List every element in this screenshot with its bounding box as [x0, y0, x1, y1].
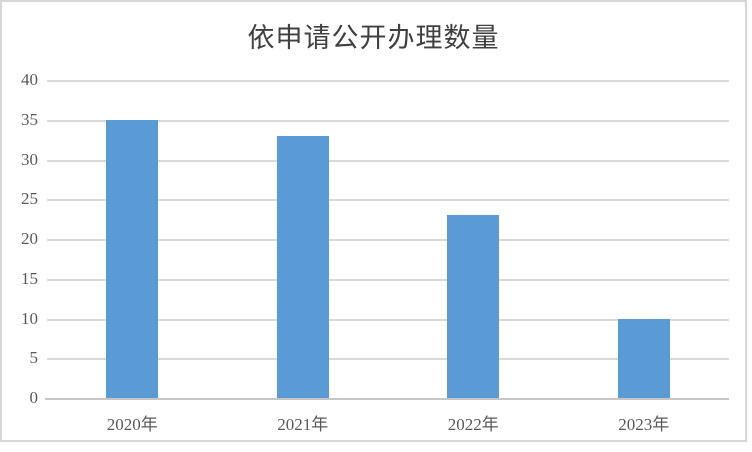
plot-area: 0 5 10 15 20 25 30 35 40 2020年 2021年 2022年 2023年 [21, 70, 729, 434]
bar-2022年 [447, 215, 500, 398]
chart-title: 依申请公开办理数量 [247, 23, 500, 53]
y-axis-tick-label: 35 [21, 109, 38, 129]
gridline-y35 [47, 119, 729, 122]
x-axis-tick-label: 2022年 [447, 415, 499, 434]
y-axis-tick-label: 30 [21, 149, 38, 169]
gridline-y10 [47, 318, 729, 321]
x-axis-tick-label: 2021年 [277, 415, 329, 434]
bar-2021年 [276, 135, 329, 398]
x-axis-tick-label: 2020年 [106, 415, 158, 434]
y-axis-tick-label: 5 [29, 348, 39, 368]
y-axis-tick-label: 40 [21, 70, 38, 89]
y-axis-tick-label: 10 [21, 308, 38, 328]
gridline-y5 [47, 358, 729, 361]
gridline-y15 [47, 278, 729, 281]
x-axis-tick-label: 2023年 [618, 415, 670, 434]
bar-2023年 [617, 318, 670, 398]
x-axis-line [45, 398, 729, 400]
y-axis-tick-label: 25 [21, 189, 38, 209]
y-axis-tick-label: 15 [21, 268, 38, 288]
gridline-y40 [47, 80, 729, 82]
gridline-y25 [47, 199, 729, 202]
gridline-y30 [47, 159, 729, 162]
gridline-y20 [47, 239, 729, 241]
y-axis-tick-label: 20 [21, 229, 38, 248]
bar-2020年 [106, 119, 159, 398]
y-axis-tick-label: 0 [29, 388, 39, 407]
